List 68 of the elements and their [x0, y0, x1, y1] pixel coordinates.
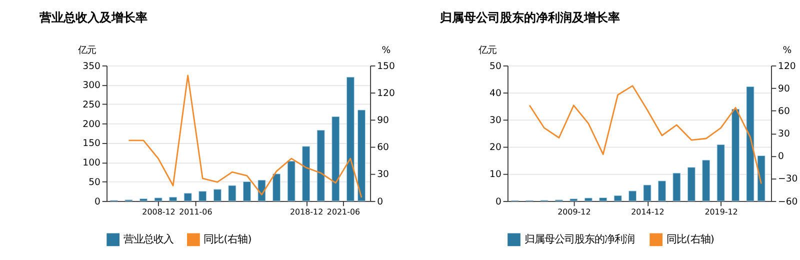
bar	[140, 198, 148, 202]
y-tick-label: 20	[490, 142, 502, 154]
y2-tick-label: 30	[778, 128, 790, 140]
bar	[702, 160, 710, 202]
bar	[687, 167, 696, 202]
bar	[716, 144, 725, 202]
bar	[757, 156, 766, 202]
legend-label: 营业总收入	[123, 234, 174, 246]
y2-tick-label: 120	[778, 60, 796, 72]
legend-label: 同比(右轴)	[204, 234, 252, 246]
bar	[614, 195, 622, 202]
line-series	[128, 74, 362, 198]
bar	[332, 116, 340, 202]
y-tick-label: 350	[82, 60, 101, 72]
y-tick-label: 200	[82, 118, 101, 130]
y-tick-label: 30	[490, 114, 502, 126]
y-tick-label: 0	[495, 196, 502, 208]
y2-tick-label: 0	[377, 196, 384, 208]
y-tick-label: 150	[82, 138, 101, 150]
bar	[316, 130, 325, 202]
y-tick-label: 0	[94, 196, 101, 208]
y-tick-label: 50	[490, 60, 502, 72]
bar	[746, 86, 754, 202]
y-tick-label: 250	[82, 99, 101, 110]
y2-tick-label: 0	[778, 151, 784, 162]
y-tick-label: 10	[490, 169, 502, 180]
bar	[658, 180, 666, 202]
y-tick-label: 300	[82, 80, 101, 92]
y2-tick-label: 60	[377, 142, 390, 154]
y2-axis-title: %	[782, 44, 792, 56]
bar	[358, 110, 366, 202]
bar	[346, 76, 354, 202]
y-tick-label: 100	[82, 158, 101, 169]
y-axis-title: 亿元	[76, 44, 96, 56]
bar	[584, 198, 592, 202]
bar	[184, 193, 192, 202]
y-tick-label: 50	[88, 176, 101, 188]
y2-tick-label: 150	[377, 60, 395, 72]
legend-label: 同比(右轴)	[666, 234, 714, 246]
bar	[198, 191, 207, 202]
bar	[672, 172, 681, 202]
y2-tick-label: 60	[778, 106, 790, 117]
bar	[302, 146, 310, 202]
chart-title: 营业总收入及增长率	[38, 10, 148, 25]
bar	[154, 198, 162, 202]
y-axis-title: 亿元	[478, 44, 497, 56]
bar	[272, 174, 281, 202]
y2-tick-label: −30	[778, 174, 798, 185]
y2-axis-title: %	[382, 44, 391, 56]
bar	[643, 184, 652, 202]
legend-label: 归属母公司股东的净利润	[524, 234, 634, 246]
y2-tick-label: 120	[377, 88, 395, 99]
bar	[599, 198, 608, 202]
bar	[732, 108, 740, 202]
line-series	[528, 85, 762, 184]
bar	[628, 190, 637, 202]
y-tick-label: 40	[490, 88, 502, 99]
bar	[242, 181, 251, 202]
bar	[169, 196, 178, 202]
y2-tick-label: 90	[778, 83, 790, 94]
bar	[570, 198, 578, 202]
bar	[213, 189, 222, 202]
chart-title: 归属母公司股东的净利润及增长率	[439, 10, 620, 25]
y2-tick-label: −60	[778, 196, 798, 208]
y2-tick-label: 30	[377, 169, 390, 180]
y2-tick-label: 90	[377, 114, 390, 126]
bar	[287, 160, 296, 202]
bar	[228, 185, 236, 202]
